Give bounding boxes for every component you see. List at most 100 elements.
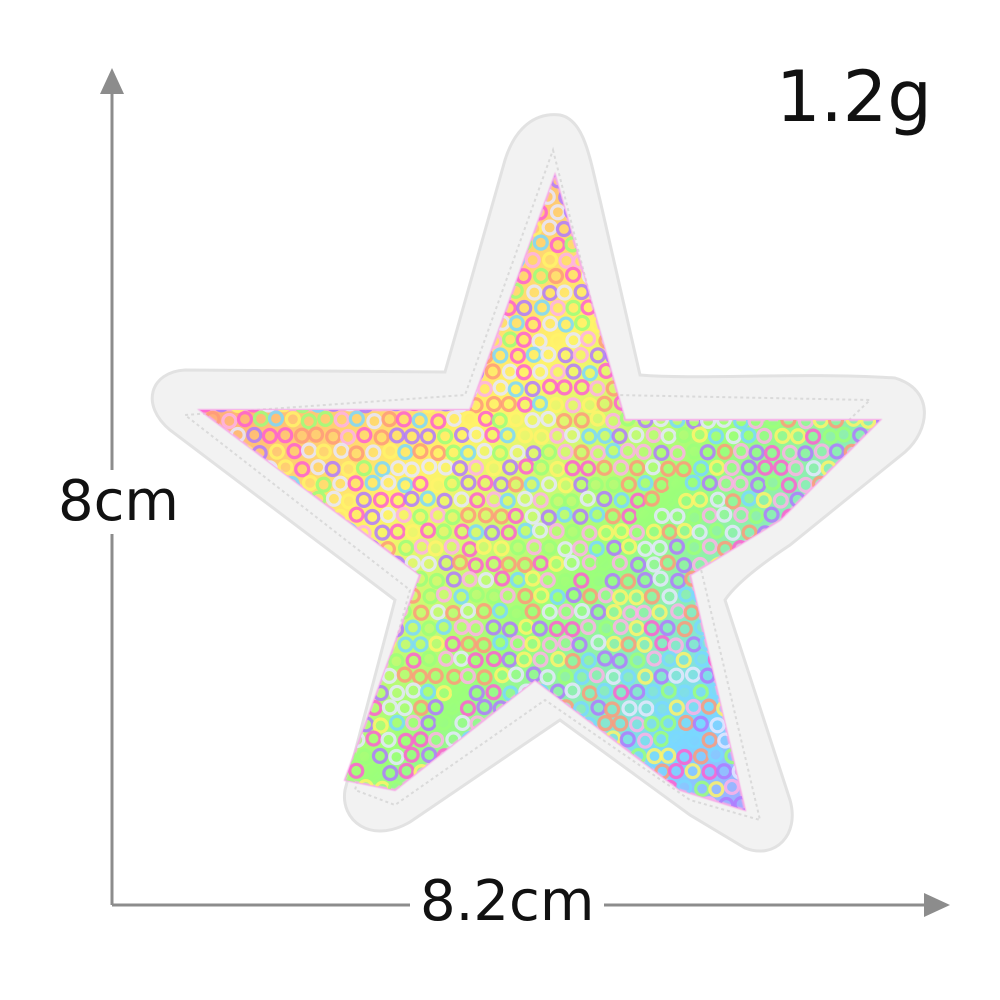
sequin [397,732,414,749]
sequin [299,539,316,557]
sequin [203,797,220,810]
sequin [755,491,772,509]
sequin [813,636,830,653]
sequin [212,204,230,221]
sequin [811,284,828,302]
sequin [749,220,766,237]
sequin [724,524,741,541]
sequin [364,347,381,364]
sequin [507,796,524,810]
sequin [731,189,749,206]
sequin [564,523,581,540]
sequin [548,620,565,637]
sequin [557,541,574,558]
sequin [348,410,365,427]
sequin [430,604,447,621]
sequin [531,620,548,637]
sequin [245,266,262,283]
sequin [574,314,591,332]
sequin [220,539,237,556]
sequin [325,490,343,507]
sequin [356,268,374,285]
sequin [245,683,262,700]
sequin [867,331,880,348]
sequin [508,315,525,332]
sequin [787,778,805,795]
sequin [868,523,880,540]
sequin [372,717,389,734]
sequin [888,558,901,571]
sequin [268,635,285,652]
sequin [532,363,549,380]
sequin [653,444,670,461]
sequin [309,651,326,668]
sequin [324,588,342,605]
sequin [277,300,294,317]
sequin [710,268,727,285]
sequin [862,540,879,557]
sequin [460,188,478,205]
sequin [740,332,757,349]
sequin [812,252,829,269]
sequin [276,781,293,798]
sequin [611,554,628,571]
sequin [516,748,533,765]
sequin [229,685,246,702]
sequin [756,685,773,702]
sequin [200,636,205,653]
sequin [427,731,445,749]
sequin [740,267,758,285]
sequin [870,587,880,604]
sequin [837,523,854,540]
sequin [820,300,837,317]
sequin [200,525,213,542]
sequin [508,605,525,622]
sequin [204,668,222,685]
sequin [861,508,878,526]
sequin [269,796,286,810]
sequin [403,428,421,445]
sequin [788,175,805,190]
sequin [686,509,703,526]
sequin [572,508,589,525]
sequin [499,492,516,509]
sequin [475,636,492,654]
sequin [806,267,823,284]
sequin [732,252,749,269]
sequin [278,330,295,348]
sequin [734,220,751,237]
sequin [781,732,799,749]
sequin [820,266,837,283]
sequin [829,635,846,652]
sequin [661,204,678,222]
sequin [325,428,342,445]
sequin [763,444,781,462]
sequin [829,764,846,781]
sequin [413,604,430,621]
sequin [348,605,365,622]
sequin [620,636,637,653]
sequin [661,523,678,541]
sequin [854,523,871,540]
sequin [644,203,661,220]
sequin [828,541,845,558]
sequin [252,410,270,427]
sequin [606,539,623,556]
sequin [619,731,636,748]
sequin [757,237,775,254]
sequin [269,316,286,333]
sequin [212,493,230,510]
sequin [213,525,230,542]
sequin [611,428,628,445]
sequin [838,299,855,316]
sequin [204,765,221,782]
sequin [349,187,366,204]
sequin [291,331,308,348]
sequin [708,522,725,539]
sequin [684,474,701,491]
sequin [829,699,847,716]
sequin [267,570,285,587]
sequin [302,349,319,366]
sequin [773,586,790,603]
sequin [427,667,444,685]
